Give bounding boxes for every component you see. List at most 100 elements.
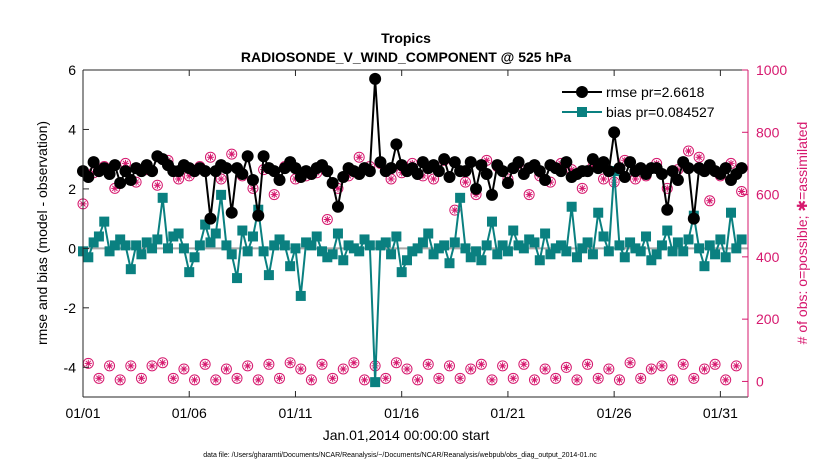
- bias-point: [439, 240, 450, 251]
- rmse-point: [268, 165, 281, 178]
- bias-point: [545, 249, 556, 260]
- assimilated-point: [270, 190, 278, 199]
- rmse-point: [363, 165, 376, 178]
- rmse-point: [618, 171, 631, 184]
- bias-point: [205, 237, 216, 248]
- assimilated-point: [552, 374, 560, 382]
- rmse-point: [225, 206, 238, 219]
- bias-point: [502, 246, 513, 257]
- assimilated-point: [180, 365, 188, 373]
- bias-point: [327, 249, 338, 260]
- assimilated-point: [355, 153, 363, 161]
- bias-point: [285, 261, 296, 272]
- possible-point: [592, 372, 604, 384]
- bias-point: [99, 216, 110, 227]
- y-tick-label-left: 0: [68, 240, 76, 256]
- rmse-point: [687, 212, 700, 225]
- assimilated-point: [541, 365, 549, 373]
- assimilated-point: [594, 374, 602, 382]
- rmse-point: [480, 168, 493, 181]
- y-tick-label-left: 6: [68, 62, 76, 78]
- assimilated-point: [137, 374, 146, 382]
- assimilated-point: [159, 359, 167, 367]
- rmse-point: [331, 200, 344, 213]
- bias-point: [423, 228, 434, 239]
- possible-point: [486, 374, 498, 386]
- bias-point: [699, 261, 710, 272]
- possible-point: [465, 363, 477, 375]
- bias-point: [619, 252, 630, 263]
- possible-point: [104, 360, 116, 372]
- assimilated-point: [445, 362, 454, 370]
- y-tick-label-right: 400: [756, 249, 780, 265]
- bias-point: [301, 237, 312, 248]
- possible-point: [624, 357, 636, 369]
- bias-point: [247, 231, 258, 242]
- assimilated-point: [212, 376, 220, 384]
- bias-point: [311, 231, 322, 242]
- rmse-point: [459, 165, 472, 178]
- bias-point: [556, 240, 567, 251]
- bias-point: [216, 189, 227, 200]
- assimilated-point: [201, 360, 209, 368]
- bias-point: [497, 240, 508, 251]
- assimilated-point: [169, 374, 177, 382]
- bias-point: [295, 290, 306, 301]
- rmse-point: [204, 212, 217, 225]
- bias-point: [263, 270, 274, 281]
- possible-point: [316, 358, 328, 370]
- bias-point: [354, 246, 365, 257]
- rmse-point: [390, 138, 403, 151]
- rmse-point: [432, 165, 445, 178]
- bias-point: [513, 240, 524, 251]
- assimilated-point: [424, 360, 432, 368]
- bias-point: [184, 267, 195, 278]
- assimilated-point: [382, 374, 390, 382]
- possible-point: [661, 182, 673, 194]
- possible-point: [528, 374, 540, 386]
- assimilated-point: [222, 365, 231, 373]
- assimilated-point: [435, 374, 443, 382]
- rmse-point: [475, 159, 488, 172]
- bias-point: [242, 246, 253, 257]
- assimilated-point: [249, 184, 257, 192]
- possible-point: [571, 374, 583, 386]
- assimilated-point: [520, 360, 528, 368]
- y-tick-label-left: -2: [64, 300, 77, 316]
- possible-point: [284, 357, 296, 369]
- assimilated-point: [722, 376, 730, 384]
- possible-point: [667, 374, 679, 386]
- bias-point: [157, 192, 168, 203]
- assimilated-point: [477, 360, 485, 368]
- rmse-point: [496, 165, 509, 178]
- bias-point: [471, 246, 482, 257]
- possible-point: [709, 358, 721, 370]
- assimilated-point: [605, 365, 613, 373]
- possible-point: [635, 372, 647, 384]
- bias-point: [428, 249, 439, 260]
- rmse-point: [246, 173, 259, 186]
- bias-point: [109, 240, 120, 251]
- bias-point: [662, 225, 673, 236]
- bias-point: [141, 237, 152, 248]
- bias-point: [486, 216, 497, 227]
- possible-point: [337, 363, 349, 375]
- assimilated-point: [647, 365, 655, 373]
- assimilated-point: [254, 376, 262, 384]
- x-tick-label: 01/01: [65, 405, 100, 421]
- assimilated-point: [403, 365, 411, 373]
- assimilated-point: [658, 362, 666, 370]
- assimilated-point: [711, 360, 719, 368]
- rmse-point: [655, 168, 668, 181]
- possible-point: [598, 173, 610, 185]
- bias-point: [508, 225, 519, 236]
- possible-point: [274, 372, 286, 384]
- possible-point: [412, 374, 424, 386]
- assimilated-point: [562, 363, 570, 372]
- rmse-point: [671, 173, 684, 186]
- rmse-point: [539, 173, 552, 186]
- bias-point: [317, 246, 328, 257]
- assimilated-point: [583, 360, 592, 368]
- possible-point: [305, 374, 317, 386]
- bias-point: [104, 246, 115, 257]
